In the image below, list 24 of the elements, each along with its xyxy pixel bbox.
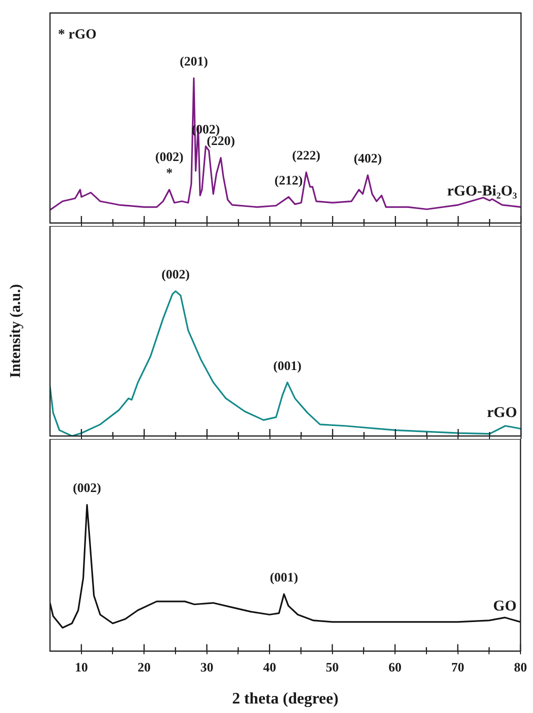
annotation: *	[166, 165, 173, 180]
x-tick-label: 40	[263, 659, 276, 674]
annotation: (212)	[274, 172, 303, 188]
annotation: (201)	[180, 54, 208, 69]
x-tick-label: 60	[388, 659, 402, 674]
annotation: (402)	[354, 150, 382, 166]
annotation: (001)	[273, 358, 302, 373]
x-tick-label: 50	[326, 659, 339, 674]
text: * rGO	[58, 28, 97, 43]
annotation: (001)	[270, 569, 298, 584]
x-tick-label: 70	[451, 659, 464, 674]
series-label: rGO	[487, 405, 517, 422]
annotation: (002)	[72, 480, 102, 496]
x-tick-label: 30	[200, 659, 214, 674]
x-tick-label: 80	[514, 659, 527, 674]
series-label: GO	[493, 598, 516, 614]
x-axis-title: 2 theta (degree)	[232, 690, 338, 708]
annotation: (002)	[155, 149, 184, 164]
series-label: rGO-Bi₂O₃	[447, 183, 518, 200]
annotation: (002)	[162, 266, 190, 282]
y-axis-title: Intensity (a.u.)	[8, 284, 24, 378]
x-tick-label: 10	[74, 659, 88, 674]
annotation: (222)	[292, 148, 320, 163]
x-tick-label: 20	[138, 659, 151, 674]
